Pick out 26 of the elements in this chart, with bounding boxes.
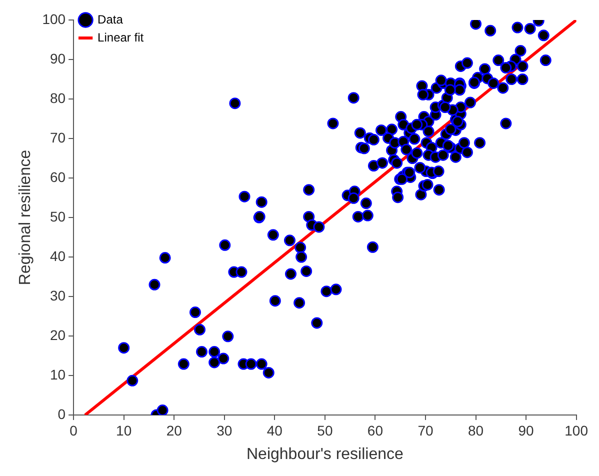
y-tick-label: 10 [50, 366, 66, 382]
x-tick-label: 30 [216, 422, 232, 438]
y-tick-label: 100 [42, 10, 66, 27]
y-tick-label: 90 [50, 50, 66, 66]
y-tick-label: 70 [50, 129, 66, 146]
y-tick-label: 30 [50, 287, 66, 304]
legend-label: Data [98, 12, 124, 26]
y-axis-title: Regional resilience [17, 150, 34, 286]
x-tick-label: 100 [564, 422, 588, 438]
x-tick-label: 60 [367, 422, 384, 438]
x-tick-label: 90 [518, 422, 534, 438]
legend-label: Linear fit [98, 30, 144, 44]
x-axis-title: Neighbour's resilience [246, 446, 404, 463]
x-tick-label: 50 [317, 422, 333, 438]
y-tick-label: 20 [50, 326, 66, 343]
y-tick-label: 40 [50, 248, 66, 264]
x-tick-label: 20 [166, 422, 182, 438]
y-tick-label: 80 [50, 90, 66, 106]
x-tick-label: 10 [116, 422, 132, 438]
y-tick-label: 60 [50, 168, 66, 185]
y-tick-label: 0 [58, 406, 66, 422]
x-tick-label: 80 [468, 422, 484, 438]
x-tick-label: 0 [70, 422, 78, 438]
x-tick-label: 70 [418, 422, 434, 438]
y-tick-label: 50 [50, 208, 66, 224]
x-tick-label: 40 [266, 422, 283, 438]
